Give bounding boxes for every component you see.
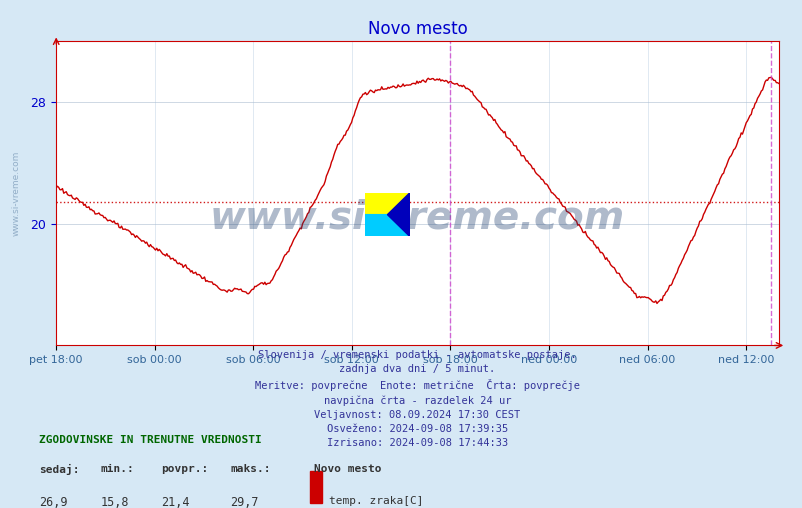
Text: 29,7: 29,7 — [229, 496, 258, 508]
Text: temp. zraka[C]: temp. zraka[C] — [329, 496, 423, 506]
Text: sedaj:: sedaj: — [39, 464, 79, 475]
Polygon shape — [365, 193, 409, 214]
Text: Slovenija / vremenski podatki - avtomatske postaje.
zadnja dva dni / 5 minut.
Me: Slovenija / vremenski podatki - avtomats… — [255, 350, 579, 448]
Polygon shape — [387, 193, 409, 236]
Polygon shape — [365, 214, 409, 236]
Text: povpr.:: povpr.: — [161, 464, 209, 474]
Bar — [310, 471, 321, 503]
Text: www.si-vreme.com: www.si-vreme.com — [209, 199, 625, 236]
Text: maks.:: maks.: — [229, 464, 270, 474]
Text: ZGODOVINSKE IN TRENUTNE VREDNOSTI: ZGODOVINSKE IN TRENUTNE VREDNOSTI — [39, 435, 261, 446]
Text: min.:: min.: — [100, 464, 134, 474]
Text: 26,9: 26,9 — [39, 496, 67, 508]
Text: 21,4: 21,4 — [161, 496, 189, 508]
Text: www.si-vreme.com: www.si-vreme.com — [12, 150, 21, 236]
Title: Novo mesto: Novo mesto — [367, 20, 467, 38]
Text: 15,8: 15,8 — [100, 496, 128, 508]
Text: Novo mesto: Novo mesto — [314, 464, 381, 474]
